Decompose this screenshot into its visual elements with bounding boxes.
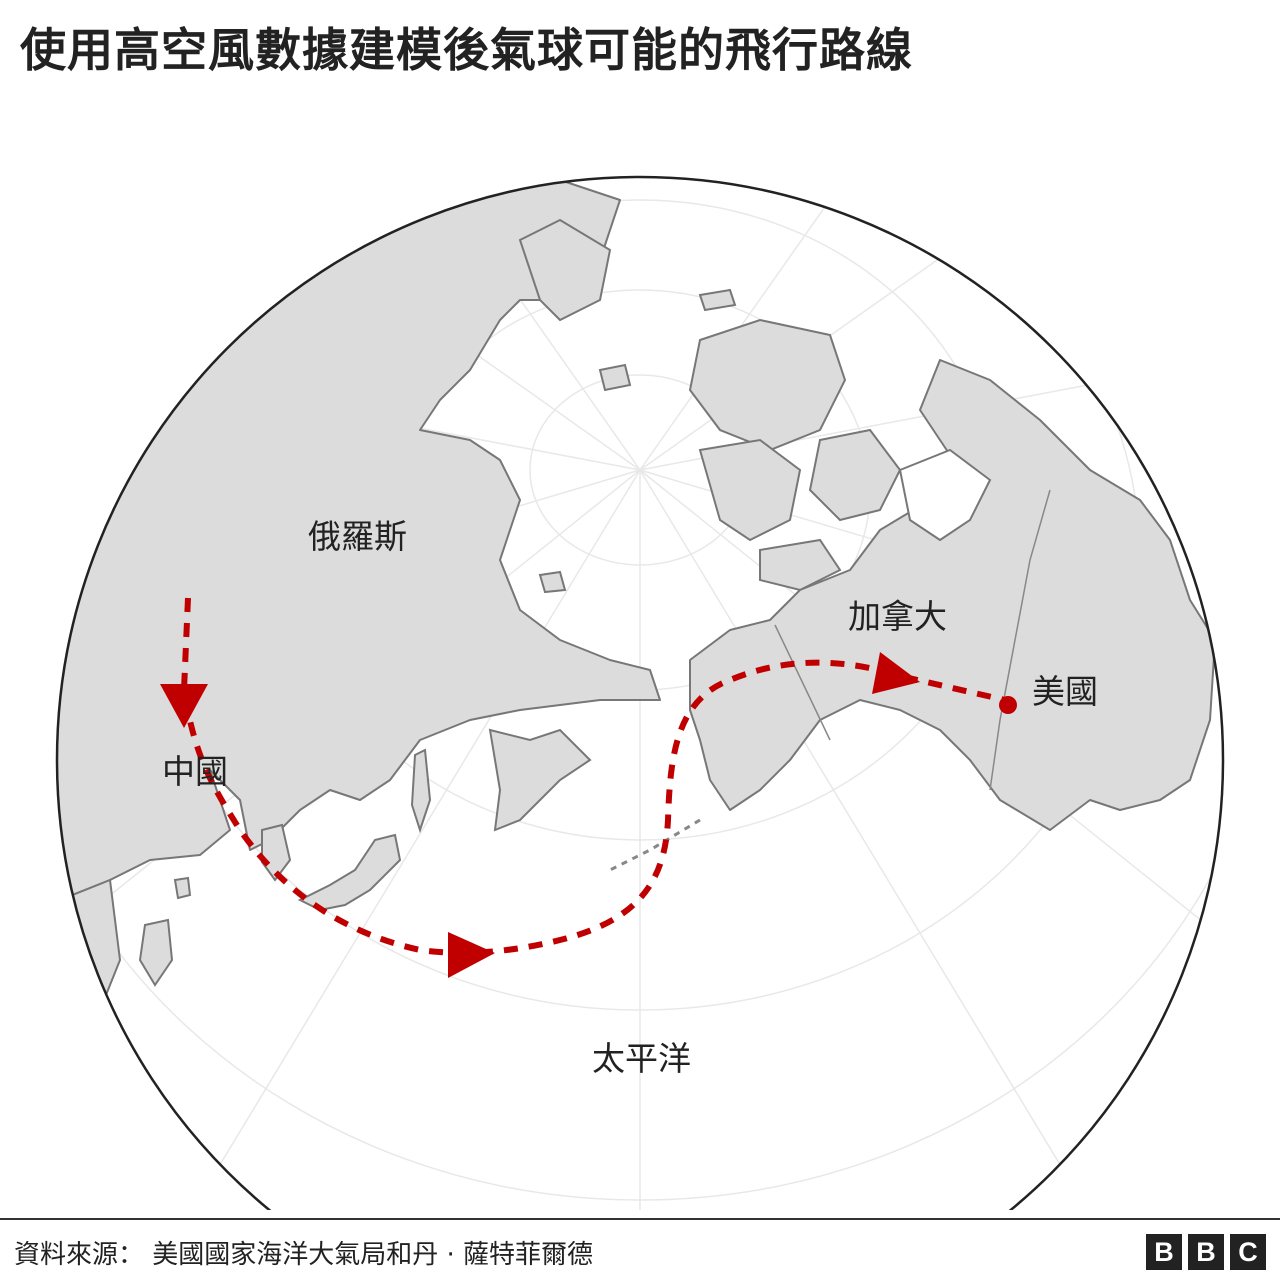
land-philippines [138, 918, 174, 987]
land-taiwan [173, 876, 192, 900]
land-aleutians [609, 818, 701, 872]
land-japan [297, 833, 402, 912]
bbc-logo-b2: B [1188, 1234, 1224, 1270]
globe-outline [55, 175, 1225, 1210]
label-pacific: 太平洋 [592, 1039, 691, 1078]
flight-route-arrow [872, 652, 920, 694]
flight-route [160, 597, 1017, 978]
footer-divider [0, 1218, 1280, 1220]
label-russia: 俄羅斯 [308, 517, 407, 556]
land-greenland [688, 318, 847, 452]
flight-route-line [180, 597, 1006, 956]
bbc-logo-b1: B [1146, 1234, 1182, 1270]
bbc-logo-c: C [1230, 1234, 1266, 1270]
map-title: 使用高空風數據建模後氣球可能的飛行路線 [20, 23, 913, 77]
label-canada: 加拿大 [848, 597, 947, 636]
hudson-bay [898, 448, 992, 542]
endpoint-dot [999, 696, 1017, 714]
land-kamchatka [488, 728, 592, 832]
label-usa: 美國 [1032, 672, 1098, 711]
flight-route-arrow [448, 932, 495, 978]
flight-route-arrow [160, 684, 208, 728]
border-canada-us [989, 489, 1051, 791]
land-sakhalin [410, 748, 432, 834]
land-canadian-archipelago [698, 428, 902, 592]
border-alaska-canada [774, 624, 831, 741]
land-arctic-islands [538, 288, 737, 594]
label-china: 中國 [162, 752, 228, 791]
land-scandinavia [518, 218, 612, 322]
globe-map [55, 175, 1225, 1210]
source-credit: 資料來源： 美國國家海洋大氣局和丹 · 薩特菲爾德 [14, 1240, 594, 1270]
